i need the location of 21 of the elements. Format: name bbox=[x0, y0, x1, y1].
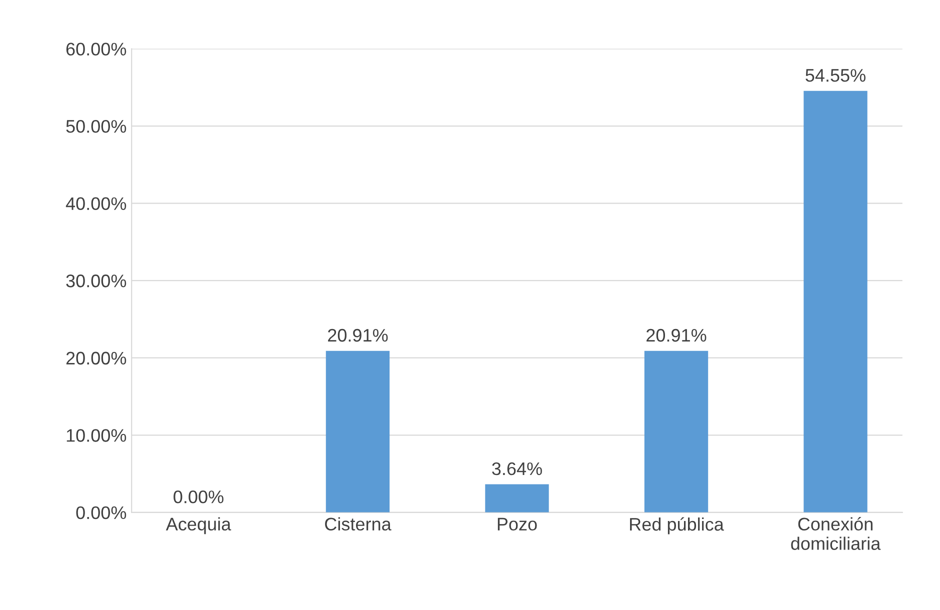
y-tick-label: 40.00% bbox=[66, 197, 126, 210]
y-tick-label: 20.00% bbox=[66, 352, 126, 365]
x-tick-label: Cisterna bbox=[325, 517, 392, 531]
y-tick-label: 0.00% bbox=[76, 506, 126, 520]
data-label: 54.55% bbox=[806, 69, 866, 82]
data-label: 20.91% bbox=[646, 328, 706, 342]
bar bbox=[804, 90, 868, 512]
data-label: 0.00% bbox=[174, 490, 224, 504]
y-tick-label: 50.00% bbox=[66, 120, 126, 133]
data-label: 3.64% bbox=[492, 462, 542, 476]
data-label: 20.91% bbox=[328, 328, 388, 342]
x-tick-label: Pozo bbox=[498, 518, 537, 531]
y-tick-label: 10.00% bbox=[66, 429, 126, 442]
bar bbox=[326, 350, 390, 512]
x-tick-label: Acequia bbox=[166, 517, 232, 534]
bar bbox=[644, 350, 708, 512]
x-tick-label: Conexión domiciliaria bbox=[791, 517, 881, 550]
y-tick-label: 60.00% bbox=[66, 42, 126, 56]
x-tick-label: Red pública bbox=[630, 517, 724, 534]
bar bbox=[485, 484, 549, 512]
y-tick-label: 30.00% bbox=[66, 274, 126, 288]
